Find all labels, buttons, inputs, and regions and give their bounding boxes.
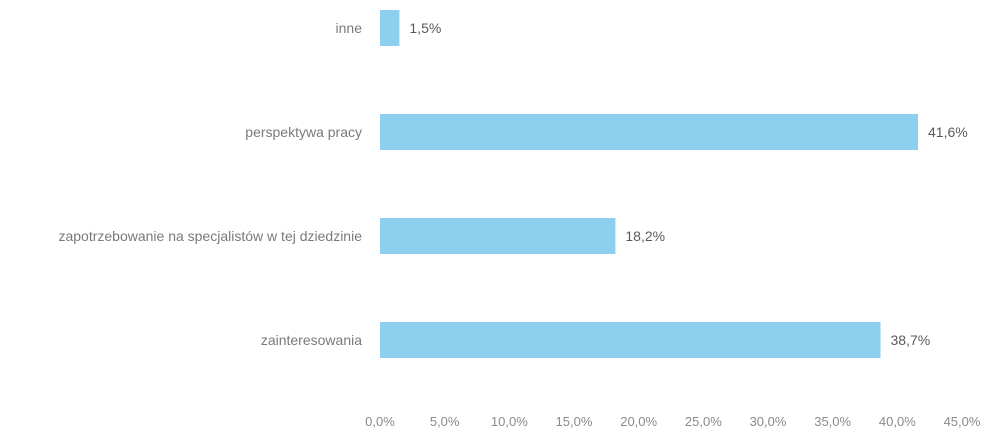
- bar: [380, 322, 881, 358]
- x-tick-label: 15,0%: [556, 414, 593, 429]
- x-tick-label: 25,0%: [685, 414, 722, 429]
- x-tick-label: 5,0%: [430, 414, 460, 429]
- x-tick-label: 30,0%: [750, 414, 787, 429]
- x-tick-label: 10,0%: [491, 414, 528, 429]
- category-label: zainteresowania: [261, 332, 362, 348]
- category-label: zapotrzebowanie na specjalistów w tej dz…: [58, 228, 362, 244]
- value-label: 18,2%: [625, 228, 665, 244]
- value-labels-group: 1,5% 41,6% 18,2% 38,7%: [409, 20, 967, 348]
- category-label: perspektywa pracy: [245, 124, 362, 140]
- x-axis-tick-labels-group: 0,0% 5,0% 10,0% 15,0% 20,0% 25,0% 30,0% 35,0% 40…: [365, 414, 981, 429]
- bar: [380, 10, 400, 46]
- x-tick-label: 0,0%: [365, 414, 395, 429]
- bars-group: [380, 10, 919, 358]
- value-label: 38,7%: [891, 332, 931, 348]
- x-tick-label: 40,0%: [879, 414, 916, 429]
- x-tick-label: 20,0%: [620, 414, 657, 429]
- value-label: 1,5%: [409, 20, 441, 36]
- bar: [380, 218, 616, 254]
- x-tick-label: 45,0%: [944, 414, 981, 429]
- bar: [380, 114, 919, 150]
- x-tick-label: 35,0%: [814, 414, 851, 429]
- category-labels-group: inne perspektywa pracy zapotrzebowanie na …: [58, 20, 362, 348]
- category-label: inne: [336, 20, 363, 36]
- value-label: 41,6%: [928, 124, 968, 140]
